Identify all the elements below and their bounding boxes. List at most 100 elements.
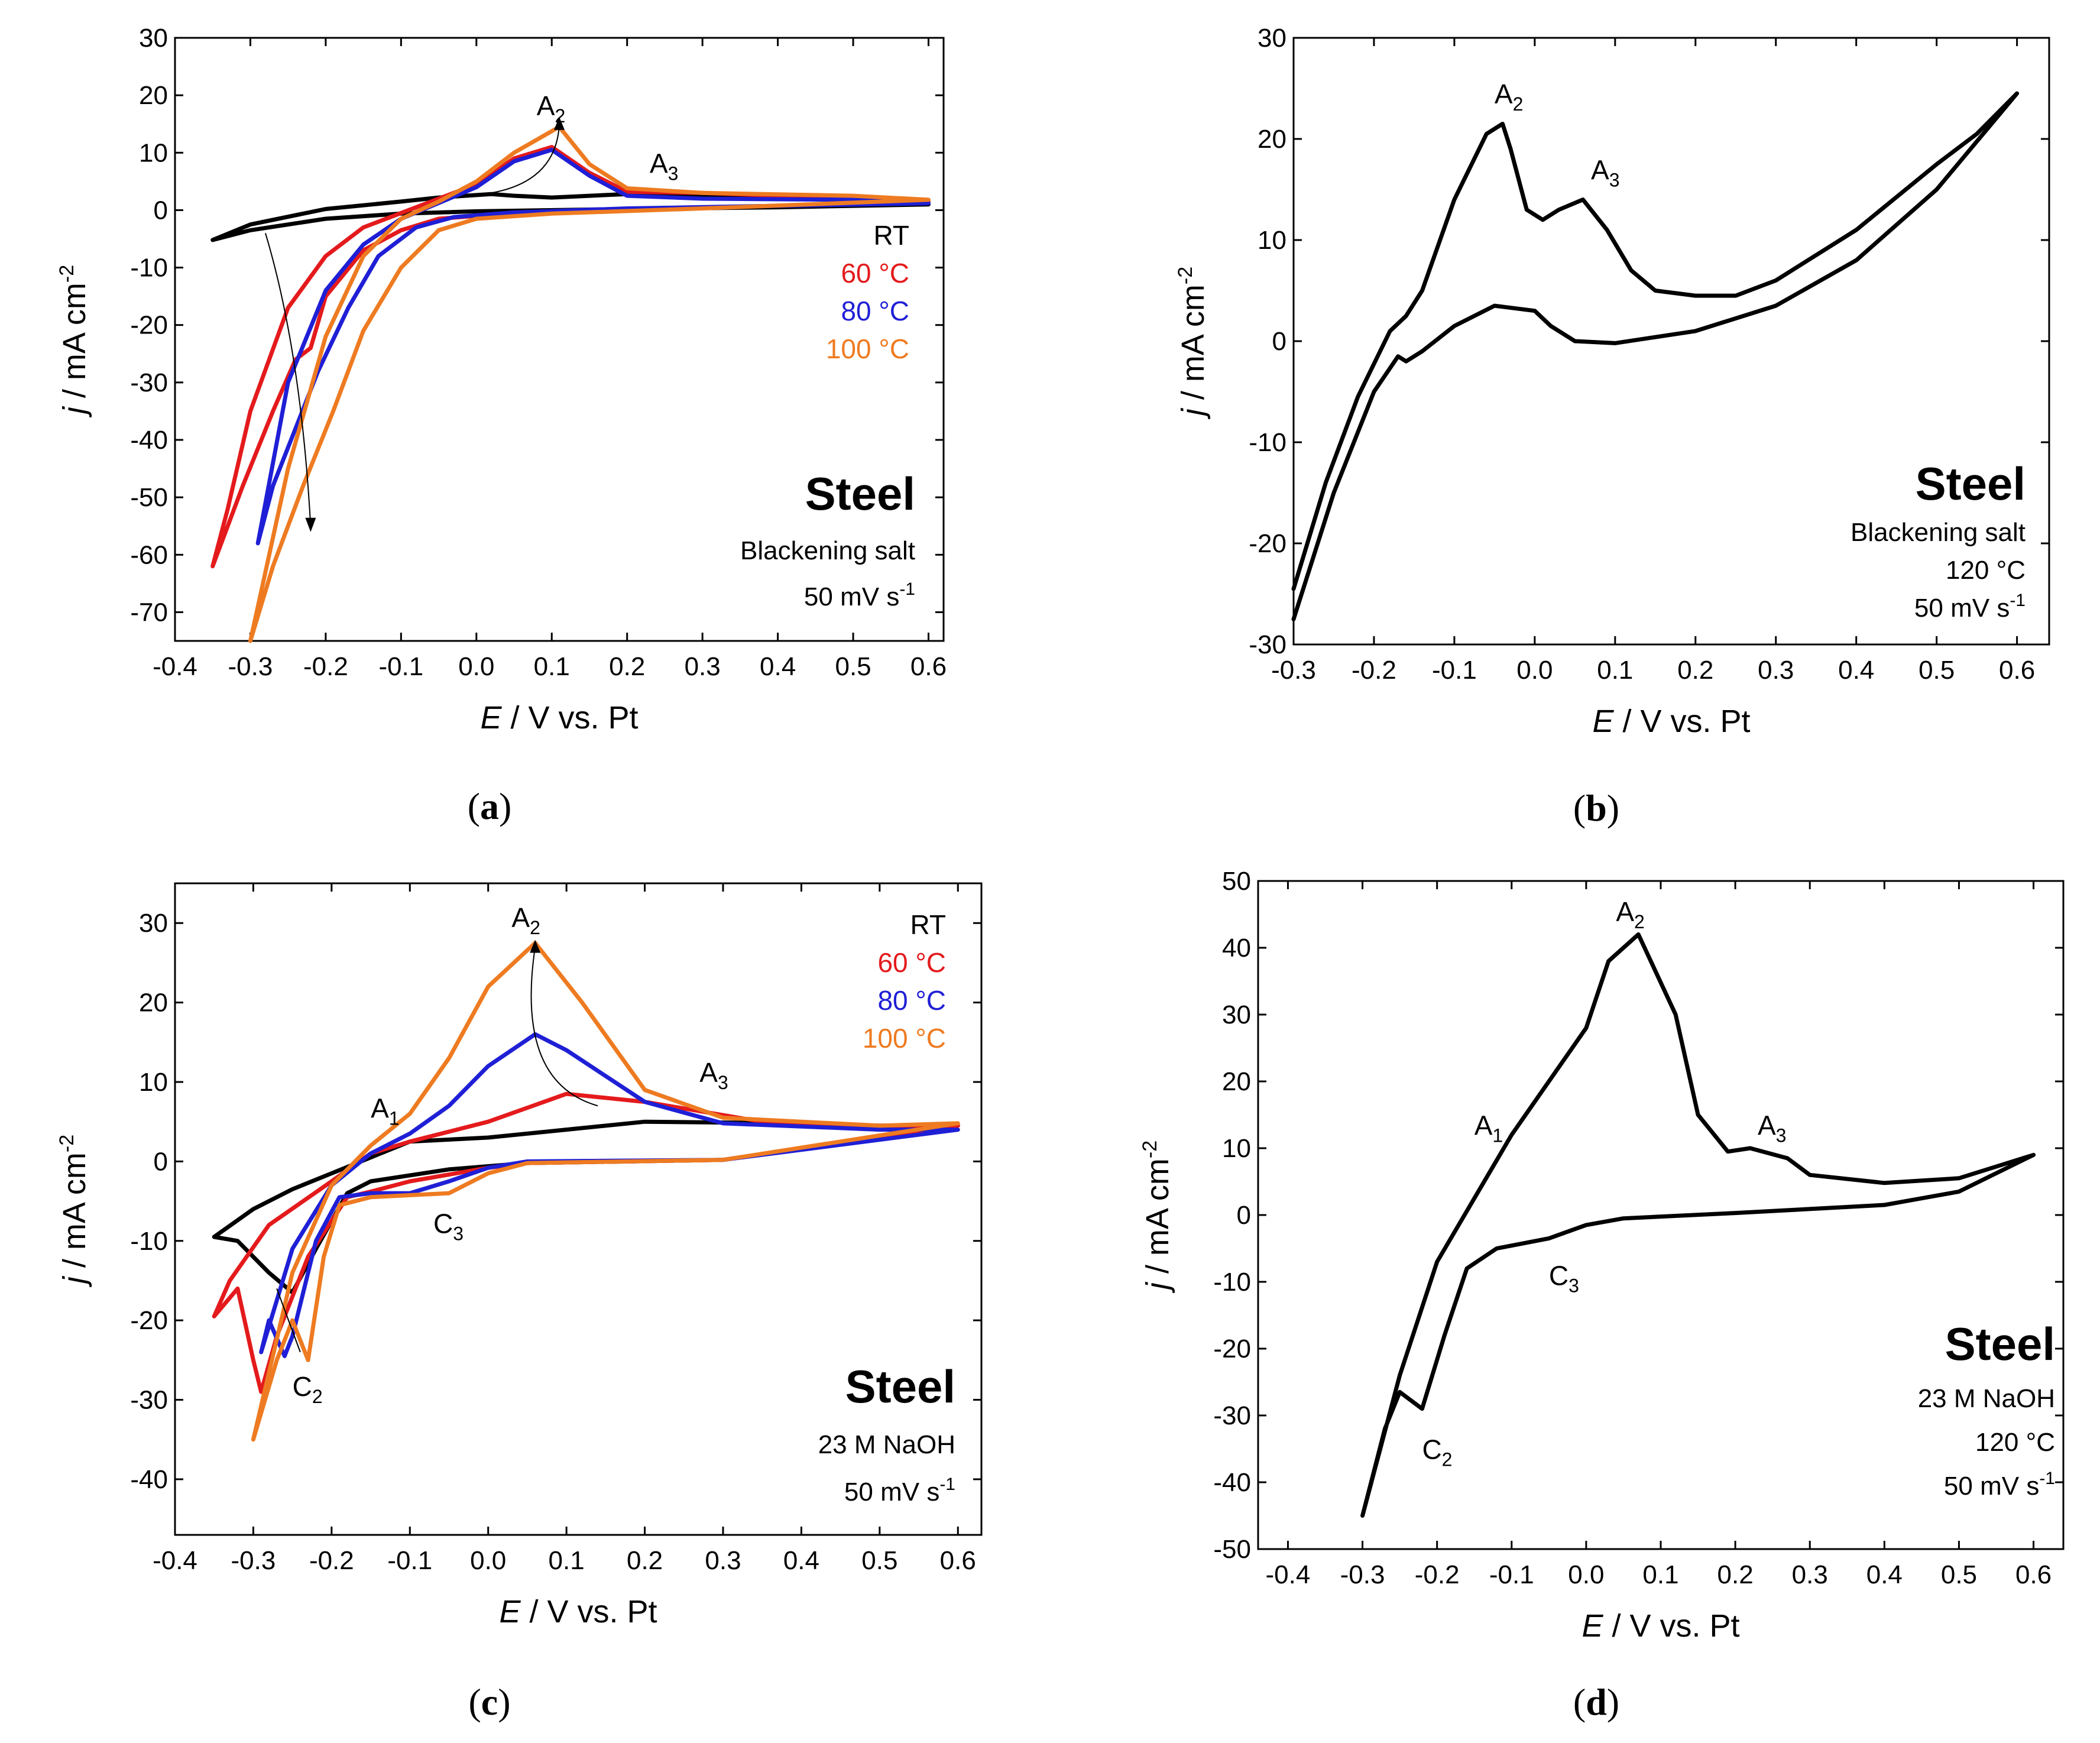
caption-paren: ) [498,1681,510,1723]
y-tick-label: 10 [139,138,168,167]
condition-label: 23 M NaOH [1918,1384,2055,1413]
y-tick-label: 30 [139,909,168,938]
y-axis-unit: / mA cm [1140,1158,1175,1282]
scan-rate-label: 50 mV s-1 [804,579,915,611]
peak-label-letter: A [1495,79,1513,109]
series-line-rt [212,1119,960,1295]
x-tick-label: 0.0 [470,1546,506,1575]
x-tick-label: -0.4 [153,1546,197,1575]
series-line-120c [1360,932,2036,1518]
legend-entry: 100 °C [826,333,909,364]
y-tick-label: 40 [1222,934,1251,963]
peak-label-letter: A [699,1057,718,1088]
peak-label: A3 [650,148,678,184]
x-tick-label: -0.1 [1489,1560,1534,1589]
peak-label-index: 3 [718,1072,728,1093]
y-tick-label: -30 [1249,630,1286,659]
y-tick-label: -30 [1213,1401,1251,1430]
y-tick-label: -50 [1213,1535,1251,1564]
y-tick-label: 50 [1222,867,1251,896]
panel-caption: (b) [1573,787,1619,829]
material-label: Steel [1945,1318,2055,1370]
x-tick-label: -0.1 [1432,656,1477,685]
caption-letter: a [480,785,499,827]
peak-label-letter: C [1422,1434,1441,1465]
scan-rate-label: 50 mV s-1 [1944,1469,2055,1501]
x-tick-label: 0.2 [627,1546,663,1575]
y-axis-symbol: j [1140,1281,1175,1294]
peak-label: A1 [371,1093,399,1129]
y-tick-label: 20 [1222,1067,1251,1096]
peak-label-index: 2 [1442,1449,1453,1470]
x-tick-label: 0.2 [609,652,645,681]
caption-paren: ( [468,1681,481,1723]
caption-paren: ( [468,785,480,827]
peak-label: C3 [1549,1261,1579,1297]
y-tick-label: 20 [139,81,168,110]
peak-label-index: 1 [389,1107,400,1129]
y-tick-label: -40 [130,1465,168,1494]
plot-frame [174,37,945,642]
x-tick-label: -0.1 [378,652,423,681]
x-tick-label: 0.3 [1758,656,1794,685]
y-tick-label: -70 [130,598,168,627]
x-tick-label: 0.0 [1516,656,1553,685]
y-tick-label: 30 [139,24,168,53]
caption-paren: ) [1607,1681,1619,1723]
y-tick-label: -20 [1213,1334,1251,1363]
x-tick-label: 0.3 [1792,1560,1828,1589]
y-tick-label: 0 [154,1147,168,1176]
x-tick-label: -0.4 [153,652,197,681]
x-axis-unit: / V vs. Pt [501,700,638,736]
x-tick-label: 0.6 [2015,1560,2052,1589]
y-axis-unit: / mA cm [57,283,92,407]
x-axis-symbol: E [480,700,502,736]
peak-label-index: 2 [1634,911,1645,932]
legend-entry: RT [874,220,910,251]
peak-label: C2 [1422,1434,1452,1470]
scan-rate-label: 50 mV s-1 [844,1475,955,1507]
trend-arrowhead [554,116,565,130]
condition-label: Blackening salt [740,536,915,565]
legend-entry: 80 °C [841,296,909,326]
x-tick-label: -0.3 [1340,1560,1385,1589]
y-tick-label: 0 [154,196,168,225]
y-tick-label: -30 [130,1386,168,1415]
trend-arrowhead [530,939,541,953]
trend-arrow [530,947,598,1107]
peak-label-letter: A [511,902,530,933]
peak-label: A2 [511,902,540,938]
legend-entry: 60 °C [841,258,909,289]
peak-label-index: 2 [530,917,540,938]
x-tick-label: 0.3 [685,652,721,681]
scan-rate-value: 50 mV s [844,1478,939,1507]
y-tick-label: 10 [1222,1134,1251,1163]
condition-label: 120 °C [1975,1428,2055,1457]
scan-rate-value: 50 mV s [1944,1472,2039,1501]
y-axis-unit-exponent: -2 [1174,267,1197,284]
peak-label-index: 3 [1776,1125,1787,1146]
peak-label: A3 [1591,154,1619,190]
x-tick-label: 0.1 [1597,656,1633,685]
peak-label: A2 [1616,896,1644,932]
x-axis-unit: / V vs. Pt [1603,1608,1739,1644]
scan-rate-label: 50 mV s-1 [1914,591,2026,623]
y-tick-label: -20 [1249,529,1286,558]
x-tick-label: 0.5 [1941,1560,1977,1589]
y-tick-label: 0 [1237,1201,1251,1230]
peak-label: A3 [699,1057,728,1093]
peak-label-index: 3 [668,163,679,184]
peak-label-index: 1 [1492,1125,1503,1146]
peak-label-letter: A [1474,1110,1493,1141]
y-tick-label: 30 [1258,24,1286,53]
x-tick-label: -0.2 [303,652,348,681]
x-tick-label: -0.2 [1415,1560,1460,1589]
peak-label-index: 3 [1568,1275,1579,1297]
scan-rate-exponent: -1 [2039,1469,2055,1488]
caption-paren: ) [499,785,511,827]
peak-label-letter: A [650,148,668,179]
material-label: Steel [1916,458,2026,510]
y-tick-label: -30 [130,368,168,397]
y-tick-label: -40 [130,426,168,455]
trend-arrow [264,232,312,526]
